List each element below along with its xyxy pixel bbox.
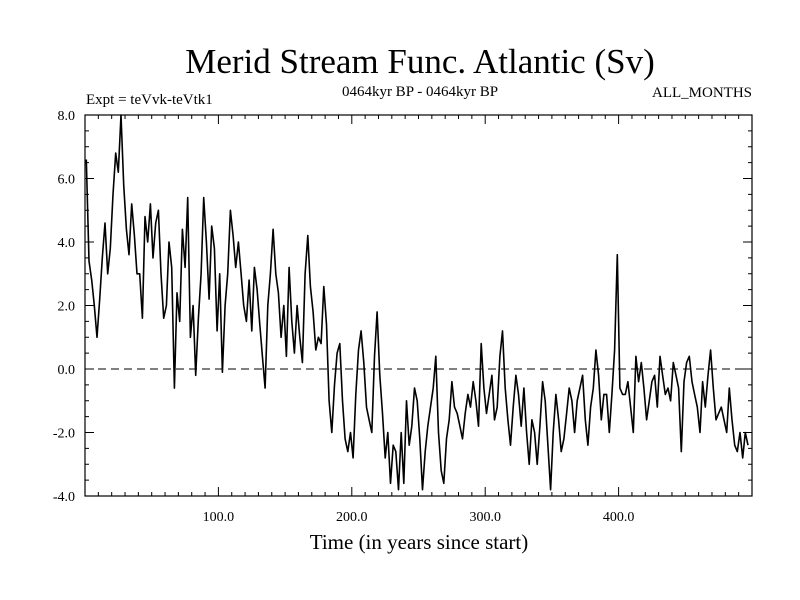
chart-subtitle-period: 0464kyr BP - 0464kyr BP xyxy=(342,84,498,100)
chart-subtitle-experiment: Expt = teVvk-teVtk1 xyxy=(86,92,213,108)
chart-subtitle-months: ALL_MONTHS xyxy=(652,85,752,101)
y-tick-label: 0.0 xyxy=(58,363,76,378)
x-tick-label: 100.0 xyxy=(203,510,235,525)
x-axis-label: Time (in years since start) xyxy=(310,530,529,554)
x-tick-label: 400.0 xyxy=(603,510,635,525)
y-tick-label: 2.0 xyxy=(58,300,76,315)
plot-frame xyxy=(84,114,753,497)
series-line-merid-stream-func xyxy=(85,114,749,491)
x-axis-tick-labels: 100.0 200.0 300.0 400.0 xyxy=(203,510,635,525)
x-tick-label: 200.0 xyxy=(336,510,368,525)
axis-ticks xyxy=(85,114,752,497)
y-tick-label: 8.0 xyxy=(58,109,76,124)
y-tick-label: -2.0 xyxy=(53,427,75,442)
x-tick-label: 300.0 xyxy=(469,510,501,525)
y-tick-label: -4.0 xyxy=(53,490,75,505)
chart-title: Merid Stream Func. Atlantic (Sv) xyxy=(185,42,655,81)
y-tick-label: 4.0 xyxy=(58,236,76,251)
y-tick-label: 6.0 xyxy=(58,173,76,188)
y-axis-tick-labels: -4.0 -2.0 0.0 2.0 4.0 6.0 8.0 xyxy=(53,109,75,505)
